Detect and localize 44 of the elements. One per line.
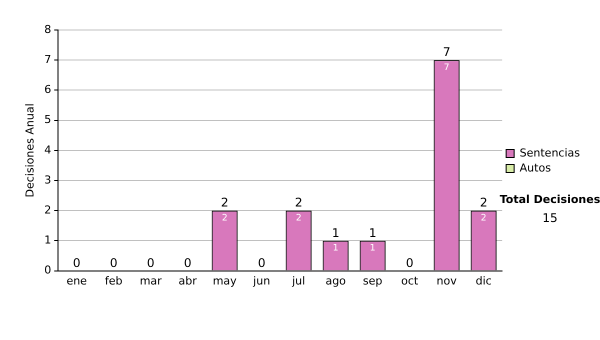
y-tick-label: 1 <box>44 234 52 247</box>
data-label: 2 <box>222 213 228 224</box>
total-label: 0 <box>406 256 414 270</box>
x-tick-label: mar <box>140 274 162 288</box>
x-tick-label: abr <box>178 274 198 288</box>
total-label: 0 <box>184 256 192 270</box>
x-tick-label: ene <box>66 274 88 288</box>
x-tick-label: dic <box>476 274 492 288</box>
y-tick-label: 8 <box>44 22 52 36</box>
total-label: 0 <box>110 256 118 270</box>
y-tick-label: 0 <box>44 264 52 277</box>
annotation: Total Decisiones <box>500 192 600 206</box>
y-axis-title: Decisiones Anual <box>23 103 36 198</box>
x-tick-label: jun <box>252 274 270 288</box>
total-label: 0 <box>258 256 266 270</box>
y-tick-label: 4 <box>44 143 52 156</box>
x-tick-label: may <box>212 274 238 288</box>
y-tick-label: 2 <box>44 203 52 216</box>
data-label: 1 <box>370 244 376 254</box>
x-tick-label: jul <box>291 274 306 288</box>
x-tick-label: sep <box>362 274 382 288</box>
y-tick-label: 5 <box>44 113 52 126</box>
data-label: 1 <box>332 244 339 254</box>
total-label: 1 <box>332 226 340 240</box>
total-label: 7 <box>442 45 450 60</box>
total-label: 2 <box>220 196 228 210</box>
legend-label: Sentencias <box>520 146 580 160</box>
total-label: 0 <box>146 256 155 270</box>
total-label: 2 <box>294 196 302 210</box>
y-tick-label: 6 <box>44 83 52 96</box>
x-tick-label: oct <box>401 274 419 288</box>
x-tick-label: ago <box>325 274 346 288</box>
text: 15 <box>542 211 558 226</box>
legend-label: Autos <box>520 161 552 174</box>
x-tick-label: nov <box>436 274 458 288</box>
y-tick-label: 3 <box>44 173 52 186</box>
y-tick-label: 7 <box>44 52 52 66</box>
data-label: 7 <box>444 62 450 73</box>
total-label: 1 <box>368 226 376 240</box>
x-tick-label: feb <box>104 274 123 288</box>
data-label: 2 <box>480 213 487 224</box>
total-label: 0 <box>72 256 81 270</box>
total-label: 2 <box>480 196 488 210</box>
data-label: 2 <box>296 213 302 224</box>
